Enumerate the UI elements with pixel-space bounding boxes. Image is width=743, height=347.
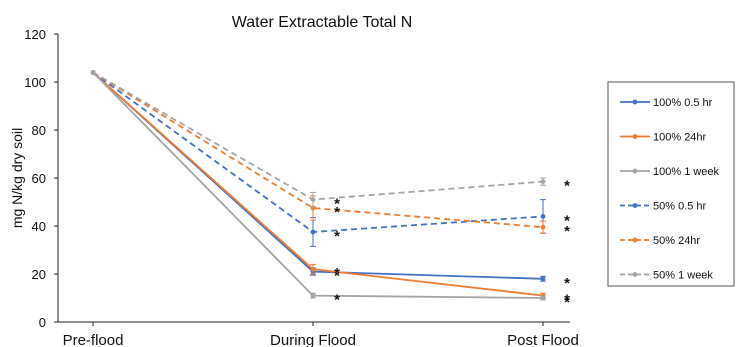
legend: 100% 0.5 hr 100% 24hr 100% 1 week 50% 0.5 h… (607, 81, 735, 287)
data-point (540, 224, 546, 230)
data-point (540, 179, 546, 185)
x-tick-label: During Flood (270, 332, 356, 347)
series-line (92, 71, 544, 299)
legend-box (607, 81, 735, 287)
legend-swatch-marker (632, 168, 638, 174)
legend-label: 100% 0.5 hr (653, 97, 713, 109)
significance-star: * (564, 292, 570, 309)
significance-star: * (334, 292, 340, 309)
data-point (310, 229, 316, 235)
legend-swatch-marker (632, 203, 638, 208)
y-tick-label: 100 (24, 75, 46, 90)
chart-title: Water Extractable Total N (232, 14, 413, 31)
y-tick-label: 60 (32, 171, 46, 186)
data-point (90, 70, 96, 75)
significance-star: * (334, 228, 340, 245)
data-point (310, 293, 316, 298)
data-point (540, 214, 546, 219)
y-axis-label: mg N/kg dry soil (9, 128, 25, 228)
plot-area: 0 20 40 60 80 100 120 Pre-flood During Flood Post… (24, 27, 579, 347)
legend-label: 50% 24hr (653, 235, 700, 247)
x-tick-label: Pre-flood (63, 332, 124, 347)
significance-star: * (334, 265, 340, 282)
legend-swatch-marker (632, 237, 638, 243)
data-point (540, 276, 546, 282)
y-tick-label: 120 (24, 27, 46, 42)
data-point (310, 266, 316, 272)
series-line (92, 71, 544, 297)
legend-label: 100% 1 week (653, 166, 720, 178)
y-tick-label: 40 (32, 219, 46, 234)
series-line (92, 71, 544, 280)
significance-star: * (334, 204, 340, 221)
significance-star: * (564, 178, 570, 195)
y-tick-label: 0 (39, 315, 46, 330)
significance-star: * (564, 275, 570, 292)
legend-swatch-marker (632, 134, 638, 139)
legend-swatch-marker (632, 99, 638, 105)
x-tick-label: Post Flood (507, 332, 579, 347)
y-tick-label: 80 (32, 123, 46, 138)
significance-star: * (334, 268, 340, 285)
legend-swatch-marker (632, 272, 638, 277)
data-point (310, 197, 316, 203)
y-tick-label: 20 (32, 267, 46, 282)
series-line (92, 71, 544, 229)
legend-label: 50% 1 week (653, 270, 713, 282)
legend-label: 50% 0.5 hr (653, 201, 707, 213)
legend-label: 100% 24hr (653, 132, 707, 144)
significance-star: * (564, 294, 570, 311)
significance-star: * (564, 212, 570, 229)
significance-star: * (564, 223, 570, 240)
series-line (92, 71, 544, 201)
data-point (540, 295, 546, 301)
significance-star: * (334, 196, 340, 213)
